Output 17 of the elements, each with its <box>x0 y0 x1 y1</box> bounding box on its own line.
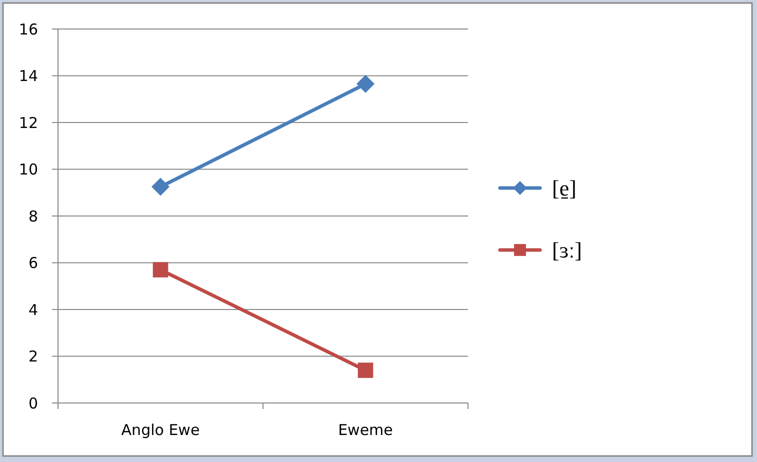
y-tick-label: 12 <box>18 114 38 132</box>
y-tick-label: 0 <box>28 394 38 412</box>
x-tick-label: Eweme <box>338 421 393 439</box>
y-tick-label: 6 <box>28 254 38 272</box>
point <box>356 74 374 93</box>
y-tick-label: 16 <box>18 20 38 38</box>
y-tick-label: 8 <box>28 207 38 226</box>
point <box>152 178 170 196</box>
point <box>152 262 168 278</box>
point <box>358 362 374 378</box>
y-tick-label: 2 <box>28 348 38 366</box>
y-tick-label: 14 <box>18 67 38 85</box>
y-tick-label: 4 <box>28 300 38 319</box>
legend-label: [ɜː] <box>552 238 582 263</box>
x-tick-label: Anglo Ewe <box>121 421 200 439</box>
y-tick-label: 10 <box>18 160 38 178</box>
legend-label: [e̱] <box>552 176 576 201</box>
